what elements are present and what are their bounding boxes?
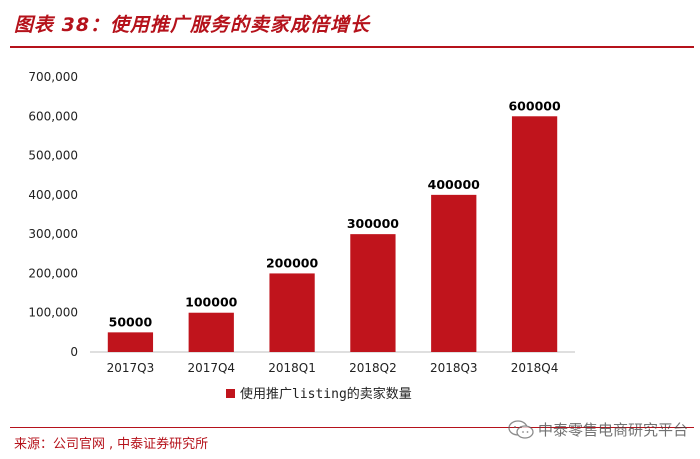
figure-title: 图表 38：使用推广服务的卖家成倍增长 [14,14,371,36]
bar [269,273,315,352]
watermark-text: 中泰零售电商研究平台 [537,421,688,439]
title-rule [10,46,694,48]
y-axis: 0 100,000 200,000 300,000 400,000 500,000 600,… [28,70,78,359]
footer-rule [10,427,694,428]
source-note: 来源：公司官网, 中泰证券研究所 [14,433,208,452]
x-tick-label: 2018Q1 [268,361,316,375]
y-tick-label: 600,000 [28,109,78,123]
data-label: 300000 [347,216,399,231]
x-tick-label: 2017Q3 [107,361,155,375]
y-tick-label: 500,000 [28,149,78,163]
x-axis: 2017Q3 2017Q4 2018Q1 2018Q2 2018Q3 2018Q4 [90,351,575,375]
y-tick-label: 400,000 [28,188,78,202]
x-tick-label: 2018Q2 [349,361,397,375]
legend-swatch [226,389,235,398]
data-label: 600000 [508,98,560,113]
legend-label: 使用推广listing的卖家数量 [240,386,412,402]
y-tick-label: 700,000 [28,70,78,84]
y-tick-label: 200,000 [28,266,78,280]
legend: 使用推广listing的卖家数量 [226,386,412,402]
data-label: 400000 [428,177,480,192]
data-label: 100000 [185,295,237,310]
y-tick-label: 100,000 [28,306,78,320]
data-label: 200000 [266,255,318,270]
bar [350,234,396,352]
y-tick-label: 0 [70,345,78,359]
source-separator: , [109,437,114,452]
bar-chart: 0 100,000 200,000 300,000 400,000 500,000 600,… [28,70,575,402]
bar [511,116,558,353]
data-label: 50000 [109,314,153,329]
bar [107,332,154,352]
source-part-2: 中泰证券研究所 [117,437,209,452]
x-tick-label: 2018Q4 [511,361,559,375]
source-label: 来源： [14,437,54,452]
bar [431,194,477,352]
x-tick-label: 2017Q4 [187,361,235,375]
bar-series: 50000 100000 200000 300000 400000 600000 [107,98,561,353]
x-tick-label: 2018Q3 [430,361,478,375]
watermark: 中泰零售电商研究平台 [508,419,688,440]
wechat-icon [508,419,534,439]
y-tick-label: 300,000 [28,227,78,241]
source-part-1: 公司官网 [53,437,106,452]
bar [188,312,234,352]
